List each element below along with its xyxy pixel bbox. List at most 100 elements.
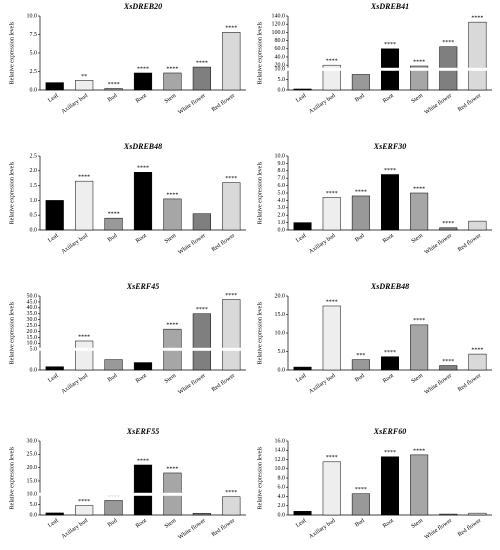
y-tick-label: 6.0 <box>278 485 286 491</box>
significance-label: **** <box>326 455 338 461</box>
significance-label: *** <box>356 353 365 359</box>
bar <box>439 513 458 516</box>
significance-label: **** <box>166 466 178 472</box>
y-tick-label: 10.0 <box>27 492 38 498</box>
x-tick-label: Red flower <box>456 517 482 538</box>
y-tick-label: 45.0 <box>27 299 38 305</box>
significance-label: **** <box>166 323 178 329</box>
significance-label: **** <box>471 16 483 22</box>
y-tick-label: 16.0 <box>275 438 286 444</box>
x-tick-label: White flower <box>177 372 207 396</box>
x-tick-label: Root <box>382 373 395 385</box>
chart-title: XsDREB41 <box>370 2 409 11</box>
x-tick-label: Bud <box>354 373 366 384</box>
bar <box>104 217 123 231</box>
bar <box>410 324 429 371</box>
bar <box>45 200 64 231</box>
y-tick-label: 7.5 <box>30 32 38 38</box>
x-tick-label: Leaf <box>47 92 60 104</box>
y-axis-label: Relative expression levels <box>257 161 263 224</box>
bar <box>322 197 341 231</box>
y-tick-label: 0.0 <box>30 512 38 518</box>
y-tick-label: 4.0 <box>278 198 286 204</box>
x-tick-label: Axillary bud <box>61 233 89 255</box>
y-tick-label: 60.0 <box>275 46 286 52</box>
chart-title: XsERF30 <box>373 142 406 151</box>
bar <box>410 454 429 516</box>
y-tick-label: 2.0 <box>278 503 286 509</box>
chart-title: XsDREB48 <box>370 282 409 291</box>
bar <box>104 500 123 516</box>
bar <box>45 366 64 371</box>
y-tick-label: 0.0 <box>30 227 38 233</box>
y-tick-label: 14.0 <box>275 448 286 454</box>
bar <box>45 82 64 91</box>
significance-label: **** <box>137 66 149 72</box>
bar <box>192 66 211 91</box>
significance-label: **** <box>442 359 454 365</box>
y-tick-label: 15.0 <box>275 312 286 318</box>
significance-label: **** <box>413 318 425 324</box>
y-axis-label: Relative expression levels <box>9 21 15 84</box>
bar <box>45 512 64 516</box>
significance-label: **** <box>355 487 367 493</box>
bar <box>439 227 458 231</box>
y-tick-label: 5.0 <box>278 190 286 196</box>
x-tick-label: Stem <box>164 518 178 530</box>
y-tick-label: 10.0 <box>275 67 286 73</box>
x-tick-label: Leaf <box>294 232 307 244</box>
significance-label: **** <box>442 40 454 46</box>
significance-label: ** <box>358 68 364 74</box>
y-tick-label: 5.0 <box>278 349 286 355</box>
y-tick-label: 6.0 <box>278 183 286 189</box>
x-tick-label: Red flower <box>210 517 236 538</box>
y-tick-label: 5.0 <box>278 77 286 83</box>
x-tick-label: Leaf <box>294 92 307 104</box>
y-tick-label: 120.0 <box>272 22 286 28</box>
x-tick-label: Leaf <box>47 372 60 384</box>
significance-label: ** <box>81 74 87 80</box>
bar <box>439 365 458 371</box>
bar <box>293 511 312 516</box>
x-tick-label: Bud <box>107 233 119 244</box>
chart-title: XsERF55 <box>126 427 159 436</box>
x-tick-label: Red flower <box>210 92 236 113</box>
y-tick-label: 20.0 <box>27 465 38 471</box>
bar <box>104 88 123 91</box>
significance-label: **** <box>225 176 237 182</box>
x-tick-label: Stem <box>411 518 425 530</box>
x-tick-label: Axillary bud <box>61 373 89 395</box>
y-tick-label: 5.0 <box>30 347 38 353</box>
chart-title: XsDREB48 <box>123 142 162 151</box>
x-tick-label: Leaf <box>47 232 60 244</box>
y-axis-label: Relative expression levels <box>257 301 263 364</box>
x-tick-label: Axillary bud <box>61 518 89 540</box>
bar <box>381 174 399 231</box>
x-tick-label: Bud <box>107 373 119 384</box>
x-tick-label: White flower <box>177 232 207 256</box>
x-tick-label: White flower <box>177 517 207 541</box>
x-tick-label: Red flower <box>456 372 482 393</box>
y-axis-label: Relative expression levels <box>257 21 263 84</box>
y-tick-label: 0.0 <box>278 87 286 93</box>
bar <box>222 182 241 231</box>
significance-label: **** <box>442 221 454 227</box>
y-tick-label: 40.0 <box>275 54 286 60</box>
bar <box>133 362 153 371</box>
x-tick-label: Axillary bud <box>61 93 89 115</box>
x-tick-label: Stem <box>411 373 425 385</box>
bar <box>133 172 153 231</box>
y-tick-label: 12.0 <box>275 457 286 463</box>
y-tick-label: 10.0 <box>275 330 286 336</box>
bar <box>468 512 487 516</box>
significance-label: **** <box>326 191 338 197</box>
x-tick-label: Red flower <box>210 232 236 253</box>
chart-title: XsERF45 <box>126 282 159 291</box>
x-tick-label: Bud <box>107 518 119 529</box>
x-tick-label: Stem <box>164 373 178 385</box>
significance-label: **** <box>108 494 120 500</box>
x-tick-label: Axillary bud <box>308 373 336 395</box>
y-tick-label: 2.5 <box>30 153 38 159</box>
y-axis-label: Relative expression levels <box>257 446 263 509</box>
